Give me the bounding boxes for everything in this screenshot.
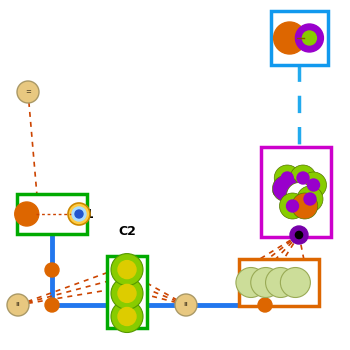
Circle shape (118, 285, 136, 302)
Circle shape (301, 172, 327, 198)
Circle shape (274, 165, 300, 191)
Circle shape (236, 267, 266, 297)
Circle shape (290, 226, 308, 244)
Circle shape (280, 267, 310, 297)
Circle shape (7, 294, 29, 316)
Circle shape (308, 179, 320, 191)
Circle shape (111, 254, 143, 286)
Circle shape (302, 31, 316, 45)
Text: C1: C1 (77, 208, 95, 220)
Circle shape (118, 308, 136, 326)
Circle shape (175, 294, 197, 316)
FancyBboxPatch shape (271, 11, 328, 65)
Circle shape (304, 193, 316, 205)
Circle shape (118, 261, 136, 279)
Circle shape (75, 210, 83, 218)
Circle shape (273, 175, 299, 202)
Circle shape (287, 182, 313, 209)
Circle shape (281, 172, 293, 184)
FancyBboxPatch shape (107, 256, 147, 328)
FancyBboxPatch shape (239, 259, 319, 306)
Circle shape (295, 231, 303, 239)
Circle shape (292, 193, 318, 219)
Circle shape (45, 263, 59, 277)
Circle shape (258, 298, 272, 312)
Circle shape (111, 278, 143, 309)
Text: II: II (184, 302, 188, 308)
Text: =: = (25, 89, 31, 95)
Circle shape (45, 298, 59, 312)
Text: C5: C5 (277, 32, 295, 44)
Circle shape (287, 200, 299, 212)
Text: C3: C3 (258, 276, 276, 289)
Circle shape (251, 267, 281, 297)
Circle shape (111, 301, 143, 332)
Text: C2: C2 (118, 225, 136, 238)
Circle shape (266, 267, 295, 297)
Circle shape (295, 24, 323, 52)
Circle shape (68, 203, 90, 225)
Text: C4: C4 (272, 186, 289, 198)
Circle shape (72, 207, 86, 221)
Circle shape (15, 202, 39, 226)
Circle shape (290, 165, 316, 191)
Circle shape (297, 186, 323, 212)
FancyBboxPatch shape (261, 147, 331, 237)
Circle shape (280, 193, 306, 219)
Circle shape (297, 172, 309, 184)
Circle shape (274, 22, 306, 54)
Circle shape (17, 81, 39, 103)
Text: II: II (16, 302, 20, 308)
FancyBboxPatch shape (17, 194, 87, 234)
